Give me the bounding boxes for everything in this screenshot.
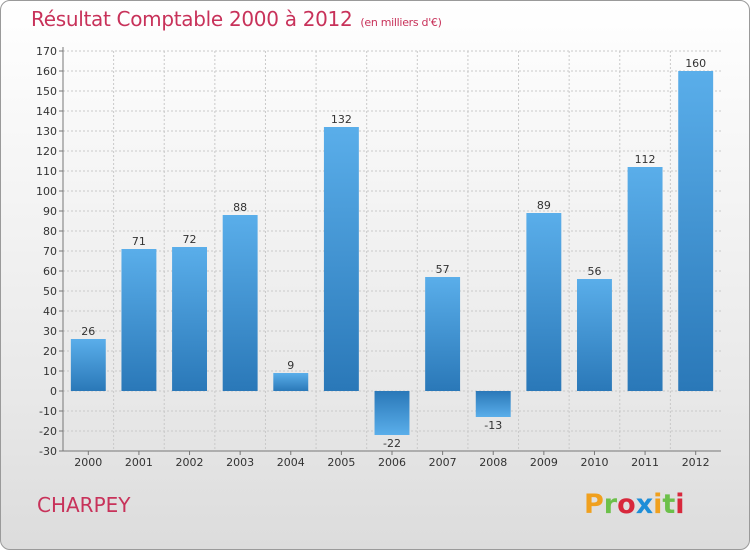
bar-2001 [121, 249, 157, 391]
bar-2000 [70, 339, 106, 391]
logo-letter: t [662, 489, 676, 520]
location-name: CHARPEY [37, 493, 131, 517]
y-tick-label: 140 [36, 105, 57, 118]
bar-2006 [374, 391, 410, 435]
chart-title: Résultat Comptable 2000 à 2012 (en millie… [31, 7, 442, 31]
y-tick-label: 160 [36, 65, 57, 78]
x-tick-label: 2007 [429, 456, 457, 469]
bar-2004 [273, 373, 309, 391]
logo-letter: r [603, 489, 618, 520]
label-layer: 26 71 72 88 9 132 -22 57 -13 89 56 112 160 [81, 57, 706, 450]
data-label: 71 [132, 235, 146, 248]
bar-2012 [678, 71, 714, 391]
y-tick-label: 0 [50, 385, 57, 398]
bar-2010 [576, 279, 612, 391]
y-tick-label: 100 [36, 185, 57, 198]
y-tick-label: -20 [39, 425, 57, 438]
y-tick-label: 60 [43, 265, 57, 278]
x-tick-label: 2003 [226, 456, 254, 469]
y-tick-label: 150 [36, 85, 57, 98]
y-tick-label: 70 [43, 245, 57, 258]
data-label: 26 [81, 325, 95, 338]
data-label: 9 [287, 359, 294, 372]
y-tick-label: 90 [43, 205, 57, 218]
y-tick-label: 110 [36, 165, 57, 178]
y-tick-label: 170 [36, 45, 57, 58]
bar-2008 [475, 391, 511, 417]
logo-letter: P [584, 489, 604, 520]
proxiti-logo[interactable]: Proxiti [584, 489, 685, 520]
y-tick-label: 20 [43, 345, 57, 358]
x-tick-label: 2010 [580, 456, 608, 469]
logo-letter: i [675, 489, 685, 520]
data-label: 72 [183, 233, 197, 246]
logo-letter: i [653, 489, 663, 520]
x-tick-label: 2001 [125, 456, 153, 469]
bar-2005 [323, 127, 359, 391]
data-label: -13 [484, 419, 502, 432]
chart-title-text: Résultat Comptable 2000 à 2012 [31, 7, 353, 31]
logo-letter: x [635, 489, 654, 520]
y-tick-label: 120 [36, 145, 57, 158]
data-label: 132 [331, 113, 352, 126]
bar-2002 [172, 247, 208, 391]
x-tick-label: 2000 [74, 456, 102, 469]
data-label: -22 [383, 437, 401, 450]
data-label: 56 [587, 265, 601, 278]
y-tick-label: 130 [36, 125, 57, 138]
chart-subtitle: (en milliers d'€) [360, 16, 442, 29]
x-tick-label: 2012 [682, 456, 710, 469]
bar-layer [70, 71, 714, 435]
y-tick-label: 80 [43, 225, 57, 238]
bar-2011 [627, 167, 663, 391]
bar-2003 [222, 215, 258, 391]
y-tick-label: 10 [43, 365, 57, 378]
x-tick-label: 2009 [530, 456, 558, 469]
y-tick-label: 30 [43, 325, 57, 338]
x-tick-label: 2005 [327, 456, 355, 469]
x-tick-label: 2011 [631, 456, 659, 469]
bar-2009 [526, 213, 562, 391]
x-tick-label: 2008 [479, 456, 507, 469]
x-tick-label: 2004 [277, 456, 305, 469]
data-label: 160 [685, 57, 706, 70]
data-label: 88 [233, 201, 247, 214]
y-tick-label: 40 [43, 305, 57, 318]
bar-2007 [425, 277, 461, 391]
x-tick-label: 2002 [176, 456, 204, 469]
logo-letter: o [617, 489, 636, 520]
y-tick-label: 50 [43, 285, 57, 298]
x-tick-label: 2006 [378, 456, 406, 469]
y-tick-label: -10 [39, 405, 57, 418]
data-label: 112 [635, 153, 656, 166]
y-tick-label: -30 [39, 445, 57, 458]
axis-layer: -30 -20 -10 0 10 20 30 40 50 60 70 80 90 100 110 120 130… [36, 45, 721, 469]
data-label: 57 [436, 263, 450, 276]
data-label: 89 [537, 199, 551, 212]
